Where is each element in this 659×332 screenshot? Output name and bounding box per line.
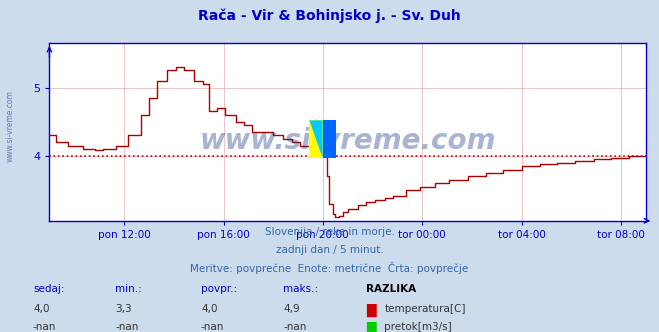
Text: sedaj:: sedaj: xyxy=(33,284,65,294)
Text: -nan: -nan xyxy=(283,322,306,332)
Text: █: █ xyxy=(366,322,376,332)
Text: Meritve: povprečne  Enote: metrične  Črta: povprečje: Meritve: povprečne Enote: metrične Črta:… xyxy=(190,262,469,274)
Text: █: █ xyxy=(366,304,376,317)
Text: maks.:: maks.: xyxy=(283,284,318,294)
Text: 4,0: 4,0 xyxy=(33,304,49,314)
Text: min.:: min.: xyxy=(115,284,142,294)
Text: 3,3: 3,3 xyxy=(115,304,132,314)
Polygon shape xyxy=(310,121,322,158)
Bar xyxy=(322,121,335,158)
Text: 4,9: 4,9 xyxy=(283,304,300,314)
Text: Rača - Vir & Bohinjsko j. - Sv. Duh: Rača - Vir & Bohinjsko j. - Sv. Duh xyxy=(198,8,461,23)
Text: www.si-vreme.com: www.si-vreme.com xyxy=(5,90,14,162)
Text: www.si-vreme.com: www.si-vreme.com xyxy=(200,127,496,155)
Text: pretok[m3/s]: pretok[m3/s] xyxy=(384,322,452,332)
Text: RAZLIKA: RAZLIKA xyxy=(366,284,416,294)
Text: povpr.:: povpr.: xyxy=(201,284,237,294)
Text: zadnji dan / 5 minut.: zadnji dan / 5 minut. xyxy=(275,245,384,255)
Text: -nan: -nan xyxy=(201,322,224,332)
Text: Slovenija / reke in morje.: Slovenija / reke in morje. xyxy=(264,227,395,237)
Text: -nan: -nan xyxy=(115,322,138,332)
Text: 4,0: 4,0 xyxy=(201,304,217,314)
Text: temperatura[C]: temperatura[C] xyxy=(384,304,466,314)
Text: -nan: -nan xyxy=(33,322,56,332)
Bar xyxy=(310,121,322,158)
